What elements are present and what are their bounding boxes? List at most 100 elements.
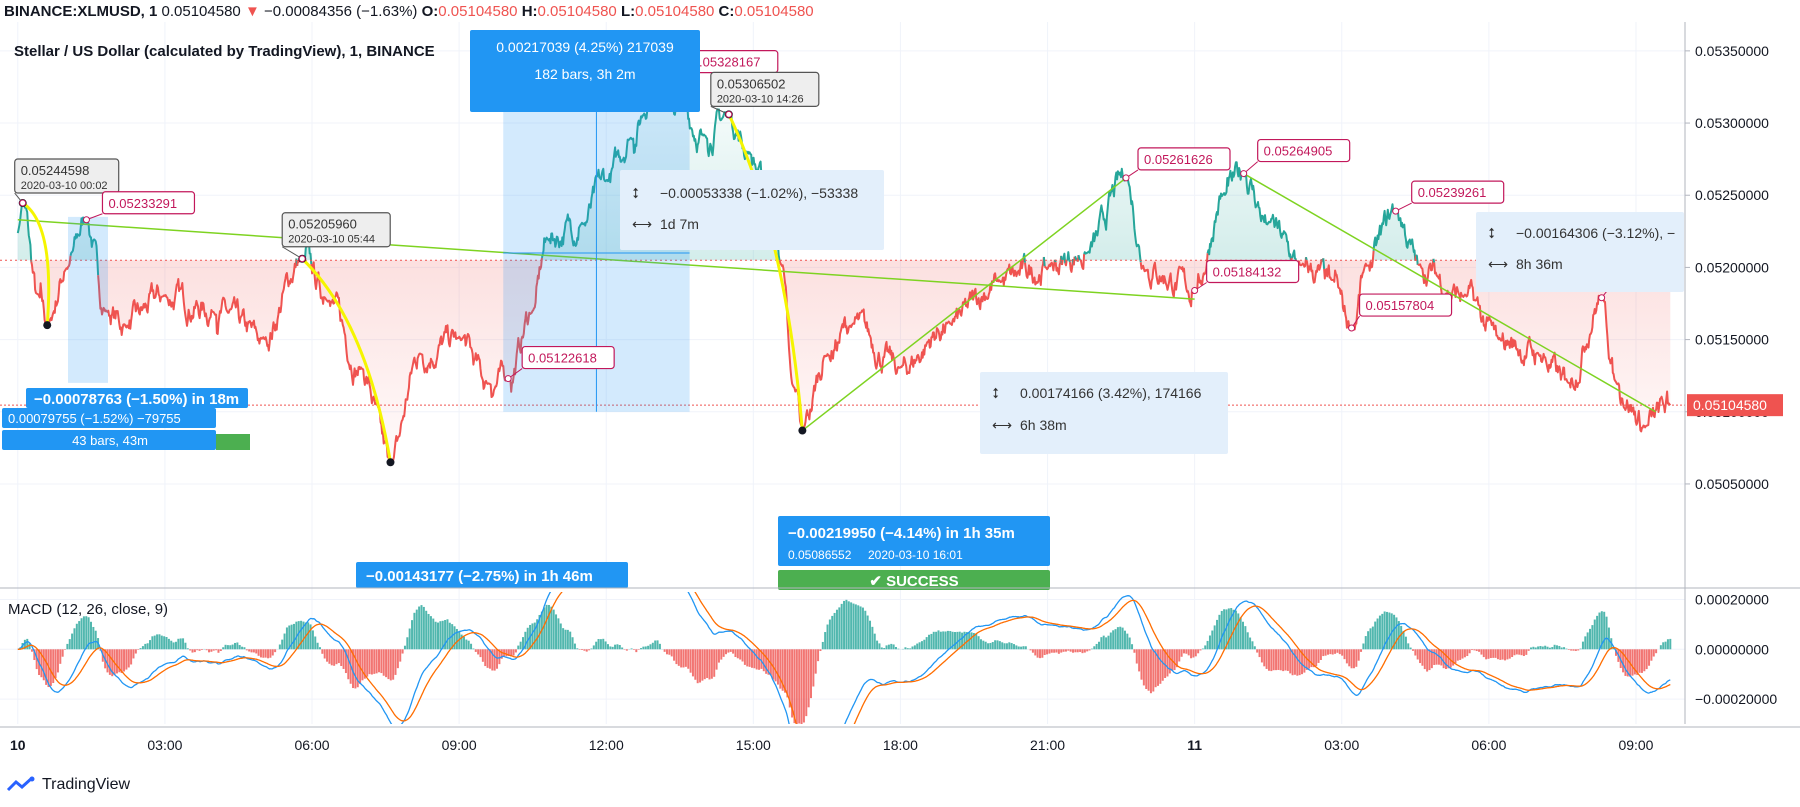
price-line-up (1042, 256, 1046, 267)
price-label-box (1137, 147, 1231, 171)
height-icon: ⭥ (1488, 225, 1496, 241)
price-line-down (30, 255, 72, 328)
above-baseline-fill (17, 80, 1671, 261)
time-tick-label: 03:00 (147, 737, 182, 753)
price-label-point (1392, 207, 1400, 215)
price-label-box (1206, 259, 1300, 284)
symbol-header: BINANCE:XLMUSD, 1 0.05104580 ▼ −0.000843… (0, 0, 1800, 24)
price-line-up (1322, 258, 1326, 269)
price-label-text: 0.05233291 (108, 196, 177, 211)
measure-box-5b (2, 408, 216, 428)
below-baseline-fill (17, 260, 1671, 465)
measure-2-line1: −0.00053338 (−1.02%), −53338 (660, 185, 858, 201)
success-text: ✔ SUCCESS (869, 573, 958, 590)
price-label-point (504, 375, 512, 383)
label-0.05157804: 0.05157804 (1348, 293, 1453, 332)
measure-box-6 (356, 562, 628, 588)
measure-5-line3: 43 bars, 43m (72, 433, 148, 448)
price-line-up (1415, 254, 1419, 265)
price-line-up (1077, 254, 1081, 261)
measure-3-line1: 0.00174166 (3.42%), 174166 (1020, 385, 1202, 401)
label-0.05306502: 0.05306502 2020-03-10 14:26 (710, 71, 820, 118)
price-label-text: 0.05239261 (1418, 185, 1487, 200)
label-0.05261626: 0.05261626 (1122, 147, 1231, 182)
last-price: 0.05104580 (161, 3, 241, 20)
measure-5-line2: 0.00079755 (−1.52%) −79755 (8, 411, 181, 426)
label-0.05244598: 0.05244598 2020-03-10 00:02 (14, 158, 120, 207)
price-label-date: 2020-03-10 05:44 (288, 234, 375, 246)
price-label-box (710, 71, 820, 107)
macd-legend: MACD (12, 26, close, 9) (8, 601, 168, 618)
price-label-text: 0.05306502 (717, 76, 786, 91)
width-icon: ⟷ (992, 417, 1012, 433)
measure-box-1 (470, 30, 700, 112)
yellow-curve (21, 201, 51, 326)
price-tick-label: 0.05050000 (1695, 476, 1769, 492)
low-label: L: (620, 3, 636, 20)
time-tick-label: 11 (1187, 737, 1202, 753)
high-label: H: (521, 3, 538, 20)
height-icon: ⭥ (992, 385, 1000, 401)
time-tick-label: 21:00 (1030, 737, 1065, 753)
price-label-text: 0.05122618 (528, 351, 597, 366)
pivot-dot (43, 321, 52, 330)
yellow-curve (727, 113, 804, 431)
measure-2-line2: 1d 7m (660, 216, 699, 232)
price-line-up (1290, 249, 1298, 265)
macd-tick-label: 0.00000000 (1695, 641, 1769, 657)
time-tick-label: 03:00 (1324, 737, 1359, 753)
price-line-down (1079, 254, 1086, 270)
price-change: −0.00084356 (−1.63%) (263, 3, 418, 20)
price-line-down (1433, 262, 1672, 433)
last-price-badge-text: 0.05104580 (1693, 397, 1767, 413)
measure-box-4 (1476, 212, 1684, 292)
price-line-down (1043, 259, 1056, 272)
price-line-down (1024, 256, 1045, 286)
height-icon: ⭥ (632, 185, 640, 201)
price-label-point (1122, 174, 1130, 182)
measure-7-price: 0.05086552 (788, 548, 852, 562)
price-line-up (1432, 258, 1436, 263)
price-label-box (281, 212, 391, 248)
measure-box-2 (620, 170, 884, 250)
price-label-text: 0.05261626 (1144, 152, 1213, 167)
high-value: 0.05104580 (537, 3, 617, 20)
price-label-date: 2020-03-10 00:02 (21, 180, 108, 192)
label-0.05233291: 0.05233291 (82, 191, 196, 224)
label-0.05328167: 0.05328167 (676, 50, 779, 87)
price-label-text: 0.05205960 (288, 217, 357, 232)
symbol-name: BINANCE:XLMUSD, 1 (4, 3, 158, 20)
tradingview-footer[interactable]: TradingView (6, 772, 130, 798)
open-label: O: (421, 3, 439, 20)
price-line-up (1061, 252, 1067, 264)
time-tick-label: 09:00 (1618, 737, 1653, 753)
price-tick-label: 0.05200000 (1695, 259, 1769, 275)
open-value: 0.05104580 (438, 3, 518, 20)
measure-4-line2: 8h 36m (1516, 256, 1563, 272)
price-label-point (1598, 294, 1606, 302)
price-label-box (101, 191, 196, 215)
price-label-text: 0.05328167 (692, 55, 761, 70)
price-label-box (1411, 180, 1505, 204)
price-line-down (778, 257, 1025, 429)
close-label: C: (718, 3, 735, 20)
price-label-point (19, 199, 27, 207)
price-pane (0, 79, 1685, 466)
price-label-text: 0.05157804 (1366, 298, 1435, 313)
label-0.05184132: 0.05184132 (1191, 259, 1300, 295)
width-icon: ⟷ (1488, 256, 1508, 272)
chart-title: Stellar / US Dollar (calculated by Tradi… (14, 43, 435, 60)
price-label-box (1257, 138, 1351, 163)
time-tick-label: 10 (10, 737, 26, 753)
close-value: 0.05104580 (734, 3, 814, 20)
price-line-up (1066, 251, 1071, 263)
tradingview-logo-icon (6, 776, 35, 792)
price-label-point (1191, 287, 1199, 295)
measure-box-5 (26, 388, 248, 408)
price-label-text: 0.05264905 (1264, 144, 1333, 159)
label-0.05239261: 0.05239261 (1392, 180, 1505, 215)
measure-7-line1: −0.00219950 (−4.14%) in 1h 35m (788, 525, 1015, 542)
price-label-box (14, 158, 120, 194)
